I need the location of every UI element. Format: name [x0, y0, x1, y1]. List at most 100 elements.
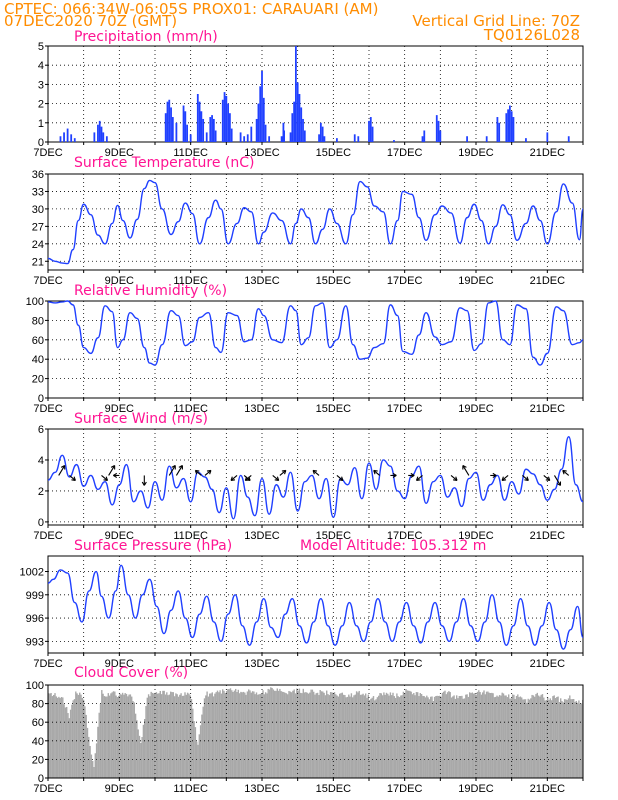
- wind-vector-head: [562, 469, 567, 475]
- precip-bar: [171, 117, 174, 142]
- precip-bar: [182, 105, 185, 142]
- wind-vector-head: [415, 476, 421, 481]
- pressure-xtick-label: 11DEC: [173, 658, 208, 670]
- wind-vector-head: [452, 476, 458, 481]
- wind-series-line: [47, 436, 584, 520]
- humidity-xtick-label: 11DEC: [173, 403, 208, 415]
- wind-vector: [195, 470, 202, 476]
- precip-bar: [505, 113, 508, 142]
- temperature-xtick-label: 11DEC: [173, 275, 208, 287]
- cloud-xtick-label: 13DEC: [244, 783, 280, 795]
- wind-vector: [553, 475, 561, 486]
- precip-bar: [303, 130, 306, 142]
- wind-vector: [543, 475, 551, 481]
- precip-bar: [423, 130, 426, 142]
- pressure-xtick-label: 19DEC: [458, 658, 494, 670]
- wind-vector: [562, 470, 570, 476]
- cloud-ytick-label: 100: [26, 680, 44, 692]
- precip-bar: [186, 124, 188, 142]
- pressure-xtick-label: 21DEC: [530, 658, 566, 670]
- precip-bar: [353, 134, 356, 142]
- precip-bar: [437, 120, 440, 142]
- temperature-xtick-label: 7DEC: [33, 275, 62, 287]
- temperature-frame: [47, 173, 584, 271]
- temperature-xtick-label: 21DEC: [530, 275, 566, 287]
- precip-bar: [298, 94, 301, 142]
- precip-bar: [221, 99, 224, 142]
- humidity-xtick-label: 7DEC: [33, 403, 62, 415]
- precip-bar: [166, 101, 169, 142]
- temperature-ytick-label: 30: [32, 204, 44, 216]
- precip-bar: [485, 136, 488, 142]
- wind-ytick-label: 0: [38, 517, 44, 529]
- wind-xtick-label: 7DEC: [33, 530, 62, 542]
- precip-bar: [259, 86, 262, 142]
- cloud-ytick-label: 80: [32, 699, 44, 711]
- wind-xtick-label: 17DEC: [387, 530, 423, 542]
- humidity-xtick-label: 13DEC: [244, 403, 280, 415]
- humidity-ytick-label: 40: [32, 354, 44, 366]
- pressure-ytick-label: 999: [26, 590, 44, 602]
- precip-bar: [202, 118, 205, 142]
- temperature-xtick-label: 9DEC: [105, 275, 134, 287]
- wind-vector: [416, 475, 423, 481]
- wind-ytick-label: 4: [38, 455, 44, 467]
- wind-vector: [462, 465, 470, 476]
- precip-bar: [336, 138, 338, 142]
- wind-xtick-label: 11DEC: [173, 530, 208, 542]
- precip-bar: [227, 103, 230, 142]
- precipitation-ytick-label: 1: [38, 118, 44, 130]
- precipitation-xtick-label: 7DEC: [33, 147, 62, 159]
- precip-bar: [211, 115, 213, 142]
- precip-bar: [168, 99, 171, 142]
- humidity-ytick-label: 100: [26, 296, 44, 308]
- precipitation-xtick-label: 19DEC: [458, 147, 494, 159]
- precip-bar: [223, 92, 226, 142]
- wind-vector-head: [274, 476, 280, 481]
- wind-vector: [101, 475, 108, 481]
- precipitation-xtick-label: 21DEC: [530, 147, 566, 159]
- precip-bar: [510, 111, 513, 142]
- precipitation-ytick-label: 0: [38, 137, 44, 149]
- precip-bar: [66, 128, 69, 142]
- cloud-ytick-label: 0: [38, 773, 44, 785]
- temperature-ytick-label: 27: [32, 221, 44, 233]
- wind-vector: [230, 475, 238, 481]
- wind-xtick-label: 21DEC: [530, 530, 566, 542]
- cloud-ytick-label: 60: [32, 717, 44, 729]
- humidity-xtick-label: 15DEC: [316, 403, 352, 415]
- humidity-frame: [47, 300, 584, 399]
- precip-bar: [198, 101, 201, 142]
- precip-bar: [200, 111, 203, 142]
- precip-bar: [280, 136, 283, 142]
- cloud-xtick-label: 19DEC: [458, 783, 494, 795]
- precip-bar: [264, 124, 267, 142]
- precip-bar: [525, 138, 527, 142]
- humidity-ytick-label: 80: [32, 315, 44, 327]
- precip-bar: [170, 107, 172, 142]
- precip-bar: [164, 113, 167, 142]
- wind-vector-head: [312, 469, 318, 475]
- precip-bar: [70, 134, 73, 142]
- humidity-xtick-label: 21DEC: [530, 403, 566, 415]
- precip-bar: [371, 126, 374, 142]
- precip-bar: [209, 117, 212, 142]
- temperature-xtick-label: 19DEC: [458, 275, 494, 287]
- precip-bar: [73, 138, 76, 142]
- precip-bar: [368, 120, 370, 142]
- pressure-frame: [47, 555, 584, 654]
- precip-bar: [93, 132, 96, 142]
- precip-bar: [205, 132, 208, 142]
- precip-bar: [196, 94, 199, 142]
- wind-xtick-label: 9DEC: [105, 530, 134, 542]
- precipitation-ytick-label: 2: [38, 99, 44, 111]
- cloud-xtick-label: 21DEC: [530, 783, 566, 795]
- wind-vector: [108, 465, 116, 476]
- wind-vector: [373, 470, 381, 476]
- cloud-frame: [47, 684, 584, 779]
- humidity-ytick-label: 60: [32, 335, 44, 347]
- precip-bar: [229, 113, 231, 142]
- precip-bar: [262, 97, 265, 142]
- precip-bar: [214, 130, 217, 142]
